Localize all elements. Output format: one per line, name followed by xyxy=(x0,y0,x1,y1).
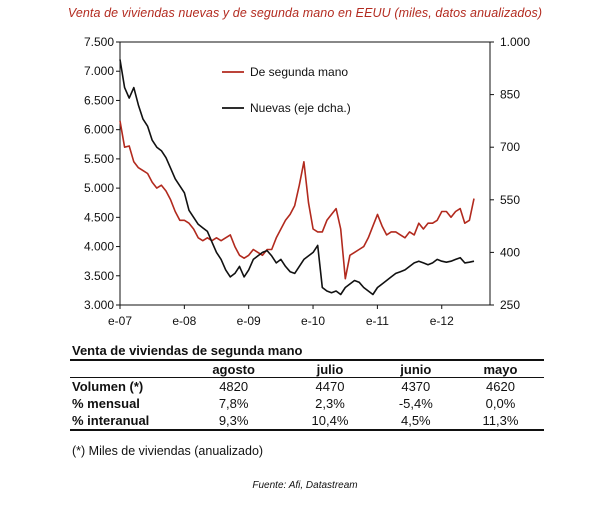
left-tick-label: 4.500 xyxy=(84,210,114,224)
header-junio: junio xyxy=(374,361,457,378)
right-tick-label: 850 xyxy=(500,88,520,102)
legend-label: Nuevas (eje dcha.) xyxy=(250,101,351,115)
left-tick-label: 5.500 xyxy=(84,152,114,166)
row-label-interanual: % interanual xyxy=(70,412,182,431)
left-tick-label: 6.000 xyxy=(84,123,114,137)
header-agosto: agosto xyxy=(182,361,286,378)
table-cell: 4370 xyxy=(401,379,431,394)
header-mayo: mayo xyxy=(456,361,544,378)
legend-label: De segunda mano xyxy=(250,65,348,79)
table-cell: 0,0% xyxy=(485,396,516,411)
header-empty xyxy=(70,361,182,378)
x-tick-label: e-07 xyxy=(108,314,132,328)
chart-title: Venta de viviendas nuevas y de segunda m… xyxy=(67,6,543,20)
table-row: % mensual 7,8% 2,3% -5,4% 0,0% xyxy=(70,395,544,412)
right-tick-label: 550 xyxy=(500,193,520,207)
plot-area xyxy=(119,41,491,306)
sales-table-section: Venta de viviendas de segunda mano agost… xyxy=(70,343,544,431)
header-julio: julio xyxy=(285,361,375,378)
x-tick-label: e-11 xyxy=(366,314,389,328)
table-cell: 9,3% xyxy=(182,412,286,431)
table-cell: 4820 xyxy=(219,379,249,394)
left-tick-label: 6.500 xyxy=(84,93,114,107)
table-cell: 7,8% xyxy=(218,396,249,411)
series-line-segunda-mano xyxy=(119,120,475,280)
table-title: Venta de viviendas de segunda mano xyxy=(70,343,544,361)
table-header-row: agosto julio junio mayo xyxy=(70,361,544,378)
footnote: (*) Miles de viviendas (anualizado) xyxy=(72,444,264,458)
left-tick-label: 3.000 xyxy=(84,298,114,312)
right-tick-label: 1.000 xyxy=(500,35,530,49)
source-note: Fuente: Afi, Datastream xyxy=(252,480,358,491)
x-tick-label: e-12 xyxy=(430,314,454,328)
table-cell: 11,3% xyxy=(456,412,544,431)
x-tick-label: e-10 xyxy=(301,314,325,328)
sales-table: agosto julio junio mayo Volumen (*) 4820… xyxy=(70,361,544,431)
table-cell: 10,4% xyxy=(285,412,375,431)
series-line-nuevas xyxy=(119,59,475,296)
left-tick-label: 7.000 xyxy=(84,64,114,78)
line-chart: 3.000 3.500 4.000 4.500 5.000 5.500 6.000 6.500… xyxy=(84,35,530,328)
left-tick-label: 4.000 xyxy=(84,240,114,254)
row-label-volumen: Volumen (*) xyxy=(72,379,144,394)
right-tick-label: 700 xyxy=(500,140,520,154)
table-row: Volumen (*) 4820 4470 4370 4620 xyxy=(70,378,544,396)
x-tick-label: e-09 xyxy=(237,314,261,328)
left-tick-label: 5.000 xyxy=(84,181,114,195)
x-tick-label: e-08 xyxy=(172,314,196,328)
table-row: % interanual 9,3% 10,4% 4,5% 11,3% xyxy=(70,412,544,431)
table-cell: -5,4% xyxy=(398,396,433,411)
table-cell: 4620 xyxy=(486,379,515,394)
right-tick-label: 250 xyxy=(500,298,520,312)
table-cell: 2,3% xyxy=(315,396,345,411)
left-tick-label: 3.500 xyxy=(84,269,114,283)
table-cell: 4470 xyxy=(315,379,345,394)
right-tick-label: 400 xyxy=(500,245,520,259)
row-label-mensual: % mensual xyxy=(72,396,140,411)
left-tick-label: 7.500 xyxy=(84,35,114,49)
table-cell: 4,5% xyxy=(374,412,457,431)
